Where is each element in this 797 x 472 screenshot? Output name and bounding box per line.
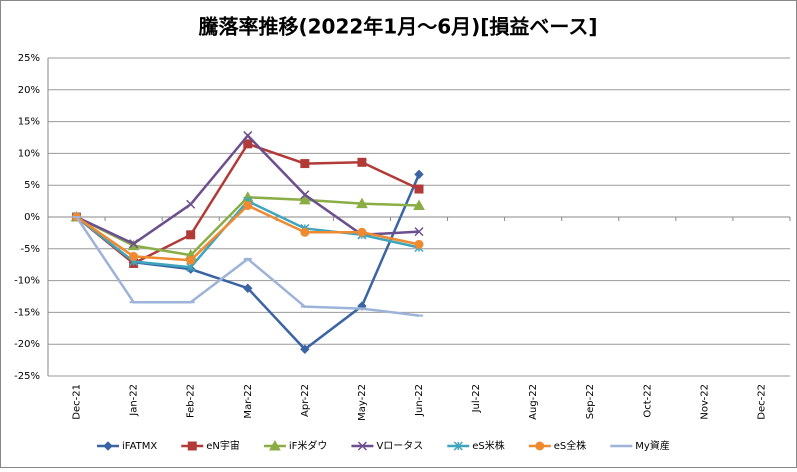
- marker: [414, 169, 424, 180]
- marker: [357, 227, 367, 237]
- y-tick-label: 10%: [18, 148, 40, 159]
- legend-item: My資産: [610, 439, 670, 452]
- legend-item: Vロータス: [351, 440, 423, 452]
- marker: [300, 344, 310, 354]
- legend-item: iF米ダウ: [263, 439, 328, 452]
- y-tick-label: 5%: [24, 180, 40, 191]
- legend-item: iFATMX: [97, 441, 157, 452]
- x-tick-label: Apr-22: [300, 384, 311, 417]
- marker: [187, 441, 197, 451]
- legend-label: eS米株: [472, 439, 505, 452]
- chart-title: 騰落率推移(2022年1月～6月)[損益ベース]: [198, 15, 597, 39]
- y-tick-label: -15%: [14, 307, 40, 318]
- marker: [414, 227, 424, 237]
- x-tick-label: Aug-22: [528, 384, 539, 420]
- legend-label: iF米ダウ: [289, 439, 328, 452]
- x-tick-label: Mar-22: [243, 384, 254, 419]
- x-tick-label: Feb-22: [186, 384, 197, 418]
- legend-item: eS米株: [447, 439, 505, 452]
- marker: [129, 239, 139, 249]
- marker: [453, 441, 463, 451]
- marker: [357, 157, 367, 167]
- marker: [129, 251, 139, 261]
- legend-item: eN宇宙: [181, 439, 240, 452]
- y-tick-label: -10%: [14, 276, 40, 287]
- marker: [243, 201, 253, 211]
- legend-label: eS全株: [554, 439, 587, 452]
- marker: [103, 441, 113, 451]
- marker: [243, 283, 253, 293]
- legend-label: Vロータス: [376, 440, 423, 452]
- y-tick-label: -5%: [21, 244, 40, 255]
- y-tick-label: -25%: [14, 371, 40, 382]
- x-tick-label: Dec-21: [72, 384, 83, 420]
- legend-label: My資産: [635, 439, 670, 452]
- x-tick-label: Dec-22: [756, 384, 767, 420]
- x-tick-label: Jun-22: [414, 384, 425, 417]
- y-tick-label: -20%: [14, 339, 40, 350]
- marker: [186, 255, 196, 265]
- x-tick-label: Jan-22: [129, 384, 140, 417]
- legend-item: eS全株: [528, 439, 587, 452]
- marker: [300, 190, 310, 200]
- x-tick-label: Oct-22: [642, 384, 653, 418]
- y-tick-label: 20%: [18, 85, 40, 96]
- marker: [357, 441, 367, 451]
- marker: [298, 193, 311, 205]
- marker: [186, 199, 196, 209]
- x-tick-label: May-22: [357, 384, 368, 421]
- y-tick-label: 0%: [24, 212, 40, 223]
- marker: [243, 139, 253, 149]
- marker: [414, 184, 424, 194]
- marker: [186, 230, 196, 240]
- marker: [356, 197, 368, 209]
- marker: [414, 239, 424, 249]
- legend-label: iFATMX: [122, 441, 157, 452]
- marker: [300, 159, 310, 169]
- y-tick-label: 25%: [18, 53, 40, 64]
- marker: [127, 239, 140, 251]
- marker: [269, 439, 281, 451]
- legend-label: eN宇宙: [206, 439, 240, 452]
- x-tick-label: Sep-22: [585, 384, 596, 419]
- marker: [535, 441, 545, 451]
- marker: [413, 199, 425, 211]
- x-tick-label: Nov-22: [699, 384, 710, 420]
- x-tick-label: Jul-22: [471, 384, 482, 413]
- marker: [243, 131, 253, 141]
- marker: [300, 227, 310, 237]
- y-tick-label: 15%: [18, 117, 40, 128]
